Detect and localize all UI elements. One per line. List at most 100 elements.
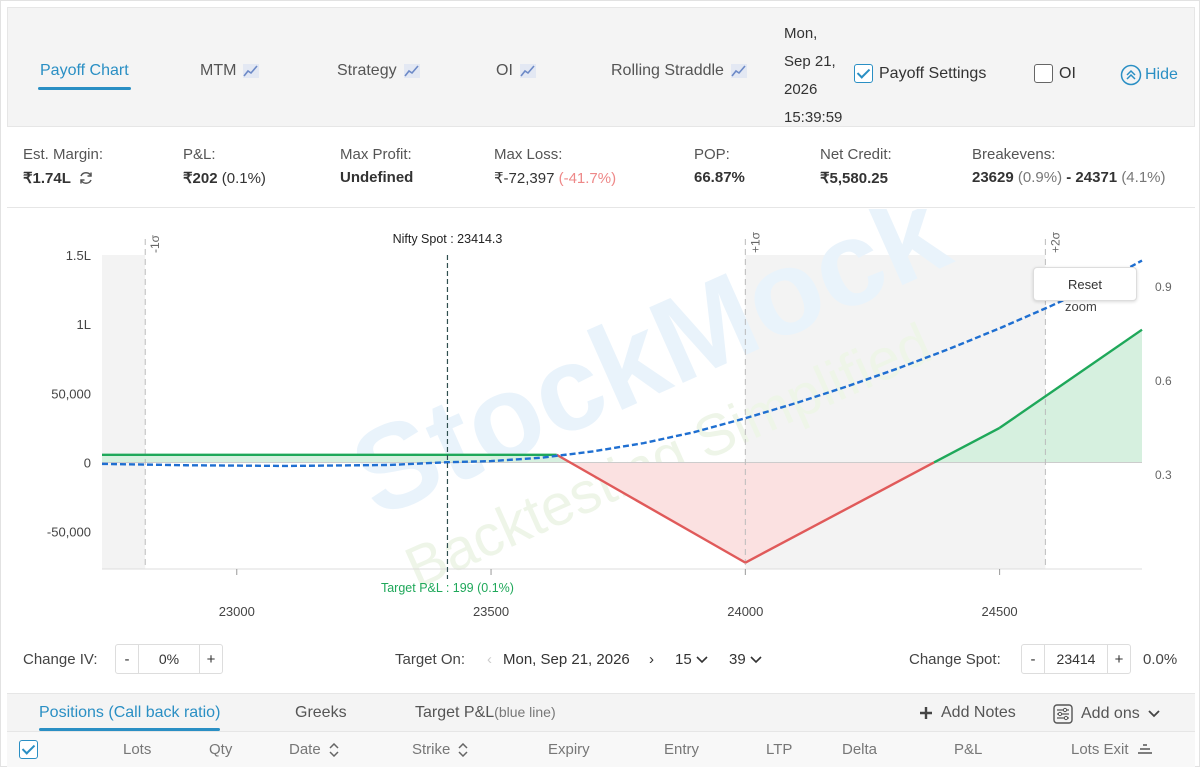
payoff-line-segment bbox=[998, 328, 1143, 429]
col-entry[interactable]: Entry bbox=[664, 741, 700, 758]
sigma-label: +2σ bbox=[1048, 231, 1062, 253]
collapse-up-icon bbox=[1120, 64, 1142, 86]
positions-tab-bar: Positions (Call back ratio) Greeks Targe… bbox=[7, 693, 1195, 731]
spot-input[interactable] bbox=[1044, 645, 1108, 673]
stat-label: Est. Margin: bbox=[23, 146, 104, 163]
tab-greeks[interactable]: Greeks bbox=[295, 704, 347, 722]
payoff-line-segment bbox=[556, 453, 746, 564]
active-tab-underline bbox=[39, 728, 221, 731]
stat-label: Net Credit: bbox=[820, 146, 892, 163]
select-all-checkbox[interactable] bbox=[19, 740, 38, 759]
add-notes-button[interactable]: Add Notes bbox=[919, 704, 1016, 722]
payoff-chart[interactable]: StockMock Backtesting Simplified 1.5L 1L 50… bbox=[7, 163, 1195, 639]
col-delta[interactable]: Delta bbox=[842, 741, 878, 758]
col-lots-exit[interactable]: Lots Exit bbox=[1071, 741, 1153, 758]
payoff-line-segment bbox=[933, 426, 1001, 464]
target-hour-select[interactable]: 15 bbox=[675, 651, 708, 668]
spot-decrement-button[interactable]: - bbox=[1030, 650, 1036, 668]
y-tick-label: 0 bbox=[84, 455, 91, 470]
datetime-day: Mon, bbox=[784, 25, 818, 42]
col-date[interactable]: Date bbox=[289, 741, 339, 758]
target-minute-select[interactable]: 39 bbox=[729, 651, 762, 668]
payoff-settings-toggle[interactable]: Payoff Settings bbox=[854, 64, 986, 83]
tab-rolling-straddle[interactable]: Rolling Straddle bbox=[611, 62, 748, 80]
tab-oi-label: OI bbox=[496, 62, 513, 79]
max-loss-pct: (-41.7%) bbox=[558, 170, 617, 187]
tab-target-pnl[interactable]: Target P&L(blue line) bbox=[415, 704, 556, 722]
oi-toggle[interactable]: OI bbox=[1034, 64, 1076, 83]
col-qty[interactable]: Qty bbox=[209, 741, 233, 758]
col-expiry[interactable]: Expiry bbox=[548, 741, 590, 758]
add-ons-menu[interactable]: Add ons bbox=[1053, 704, 1160, 724]
line-chart-icon bbox=[243, 64, 260, 78]
y-tick-label: 1.5L bbox=[66, 248, 91, 263]
line-chart-icon bbox=[403, 64, 420, 78]
tab-target-pnl-label: Target P&L bbox=[415, 704, 495, 721]
loss-area bbox=[102, 462, 1142, 563]
tab-mtm[interactable]: MTM bbox=[200, 62, 260, 80]
col-strike[interactable]: Strike bbox=[412, 741, 468, 758]
tab-rolling-straddle-label: Rolling Straddle bbox=[611, 62, 724, 79]
breakeven-low-pct: (0.9%) bbox=[1017, 169, 1063, 186]
current-datetime: Mon, Sep 21, 2026 15:39:59 bbox=[784, 20, 842, 132]
max-profit-value: Undefined bbox=[340, 169, 414, 186]
tab-positions[interactable]: Positions (Call back ratio) bbox=[39, 704, 221, 731]
col-pnl[interactable]: P&L bbox=[954, 741, 983, 758]
tab-strategy[interactable]: Strategy bbox=[337, 62, 421, 80]
hide-button[interactable]: Hide bbox=[1120, 64, 1178, 86]
col-lots[interactable]: Lots bbox=[123, 741, 152, 758]
prev-date-icon[interactable]: ‹ bbox=[487, 651, 492, 668]
iv-input[interactable] bbox=[138, 645, 200, 673]
stat-label: Breakevens: bbox=[972, 146, 1056, 163]
line-chart-icon bbox=[519, 64, 536, 78]
col-lots-exit-label: Lots Exit bbox=[1071, 741, 1129, 758]
next-date-icon[interactable]: › bbox=[649, 651, 654, 668]
stat-value: 23629 (0.9%) - 24371 (4.1%) bbox=[972, 169, 1166, 186]
spot-increment-button[interactable]: + bbox=[1114, 650, 1124, 668]
chevron-down-icon bbox=[1148, 710, 1160, 718]
tab-oi[interactable]: OI bbox=[496, 62, 537, 80]
iv-increment-button[interactable]: + bbox=[206, 650, 216, 668]
target-date-value[interactable]: Mon, Sep 21, 2026 bbox=[503, 651, 630, 668]
hide-label: Hide bbox=[1145, 66, 1178, 83]
x-tick-label: 24500 bbox=[982, 604, 1018, 619]
pnl-value: ₹202 bbox=[183, 170, 218, 187]
change-iv-label: Change IV: bbox=[23, 651, 98, 668]
datetime-date: Sep 21, bbox=[784, 53, 836, 70]
spot-stepper[interactable]: - + bbox=[1021, 644, 1131, 674]
payoff-settings-checkbox[interactable] bbox=[854, 64, 873, 83]
chevron-down-icon bbox=[750, 655, 762, 663]
oi-checkbox[interactable] bbox=[1034, 64, 1053, 83]
change-spot-label: Change Spot: bbox=[909, 651, 1001, 668]
y2-tick-label: 0.9 bbox=[1155, 280, 1172, 294]
y-tick-label: 50,000 bbox=[51, 386, 91, 401]
sigma-band bbox=[102, 255, 146, 569]
iv-stepper[interactable]: - + bbox=[115, 644, 223, 674]
reset-zoom-label: Reset bbox=[1068, 277, 1102, 292]
breakeven-separator: - bbox=[1066, 169, 1072, 186]
stat-label: Max Loss: bbox=[494, 146, 563, 163]
iv-decrement-button[interactable]: - bbox=[124, 650, 130, 668]
col-ltp[interactable]: LTP bbox=[766, 741, 793, 758]
stat-value: ₹1.74L bbox=[23, 169, 103, 187]
x-tick-label: 23500 bbox=[473, 604, 509, 619]
tab-payoff-chart[interactable]: Payoff Chart bbox=[38, 62, 131, 90]
reset-zoom-button[interactable]: Reset bbox=[1033, 267, 1137, 301]
margin-value: ₹1.74L bbox=[23, 170, 71, 187]
tab-target-pnl-sub: (blue line) bbox=[494, 704, 556, 720]
add-notes-label: Add Notes bbox=[941, 704, 1016, 721]
breakeven-low: 23629 bbox=[972, 169, 1014, 186]
breakeven-high: 24371 bbox=[1075, 169, 1118, 186]
sigma-label: -1σ bbox=[148, 234, 162, 253]
stat-label: Max Profit: bbox=[340, 146, 412, 163]
refresh-icon[interactable] bbox=[78, 170, 94, 186]
target-minute-value: 39 bbox=[729, 651, 746, 668]
sort-icon bbox=[458, 742, 468, 757]
plus-icon bbox=[920, 707, 932, 719]
max-loss-value: ₹-72,397 bbox=[494, 170, 555, 187]
sigma-label: +1σ bbox=[748, 231, 762, 253]
stat-label: P&L: bbox=[183, 146, 216, 163]
net-credit-value: ₹5,580.25 bbox=[820, 170, 888, 187]
profit-area bbox=[102, 329, 1142, 463]
